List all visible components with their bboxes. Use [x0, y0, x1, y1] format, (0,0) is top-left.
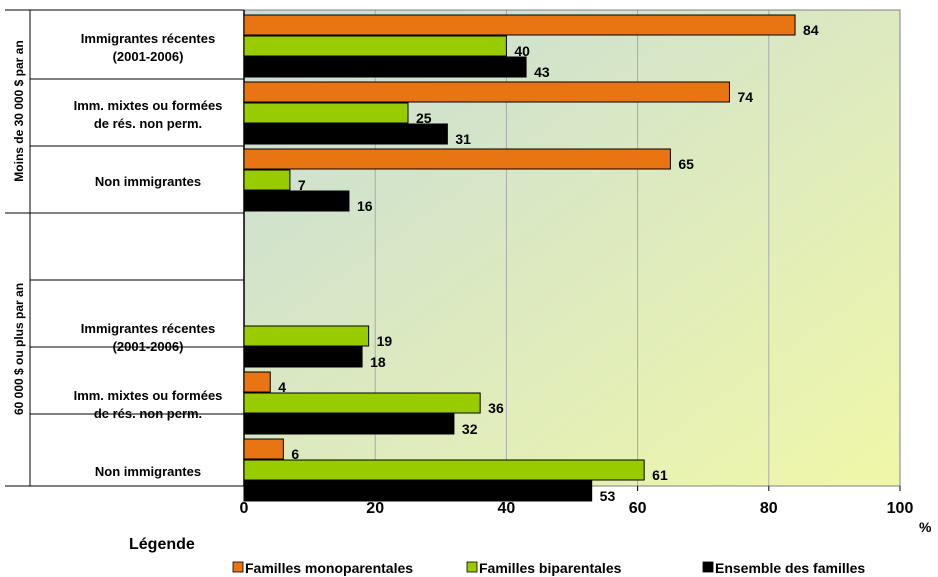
bar — [243, 346, 363, 368]
bar — [243, 325, 370, 347]
bar — [243, 413, 455, 435]
data-label: 7 — [298, 177, 306, 193]
category-label: Immigrantes récentes — [81, 31, 215, 46]
category-label: (2001-2006) — [113, 49, 184, 64]
data-label: 40 — [514, 43, 530, 59]
legend-label: Familles biparentales — [479, 560, 622, 576]
x-tick-label: 60 — [629, 500, 647, 517]
category-label: Imm. mixtes ou formées — [74, 98, 223, 113]
data-label: 43 — [534, 64, 550, 80]
data-label: 32 — [462, 421, 478, 437]
legend-label: Familles monoparentales — [245, 560, 413, 576]
bar — [243, 14, 796, 36]
group-label: Moins de 30 000 $ par an — [12, 40, 26, 181]
bar — [243, 102, 409, 124]
category-label: Imm. mixtes ou formées — [74, 388, 223, 403]
data-label: 36 — [488, 400, 504, 416]
bar — [243, 438, 284, 460]
data-label: 84 — [803, 22, 819, 38]
x-unit-label: % — [919, 519, 932, 535]
data-label: 53 — [600, 488, 616, 504]
x-tick-label: 0 — [240, 500, 249, 517]
bar — [243, 148, 671, 170]
data-label: 65 — [678, 156, 694, 172]
legend-swatch — [232, 561, 244, 573]
data-label: 4 — [278, 379, 286, 395]
data-label: 6 — [291, 446, 299, 462]
legend-title: Légende — [129, 536, 195, 553]
legend-swatch — [466, 561, 478, 573]
bar — [243, 190, 350, 212]
legend: Légende Familles monoparentales Familles b… — [129, 536, 865, 576]
data-label: 25 — [416, 110, 432, 126]
category-label: (2001-2006) — [113, 339, 184, 354]
bar — [243, 123, 448, 145]
group-label: 60 000 $ ou plus par an — [12, 283, 26, 415]
bar — [243, 480, 593, 502]
category-label: Non immigrantes — [95, 464, 201, 479]
data-label: 61 — [652, 467, 668, 483]
bar — [243, 371, 271, 393]
bar — [243, 392, 481, 414]
data-label: 74 — [737, 89, 753, 105]
legend-swatch — [702, 561, 714, 573]
x-tick-label: 20 — [366, 500, 384, 517]
x-tick-label: 100 — [887, 500, 914, 517]
category-labels: Immigrantes récentes (2001-2006) Imm. mixt… — [12, 31, 222, 479]
category-label: de rés. non perm. — [94, 116, 202, 131]
bar — [243, 35, 507, 57]
bar — [243, 169, 291, 191]
category-label: de rés. non perm. — [94, 406, 202, 421]
data-label: 16 — [357, 198, 373, 214]
category-label: Immigrantes récentes — [81, 321, 215, 336]
bar — [243, 81, 730, 103]
data-label: 19 — [377, 333, 393, 349]
legend-label: Ensemble des familles — [715, 560, 865, 576]
x-axis-ticks: 0 20 40 60 80 100% — [240, 486, 932, 535]
x-tick-label: 40 — [498, 500, 516, 517]
bar — [243, 56, 527, 78]
bar — [243, 459, 645, 481]
bars — [243, 14, 796, 502]
data-label: 31 — [455, 131, 471, 147]
category-label: Non immigrantes — [95, 174, 201, 189]
x-tick-label: 80 — [760, 500, 778, 517]
data-label: 18 — [370, 354, 386, 370]
